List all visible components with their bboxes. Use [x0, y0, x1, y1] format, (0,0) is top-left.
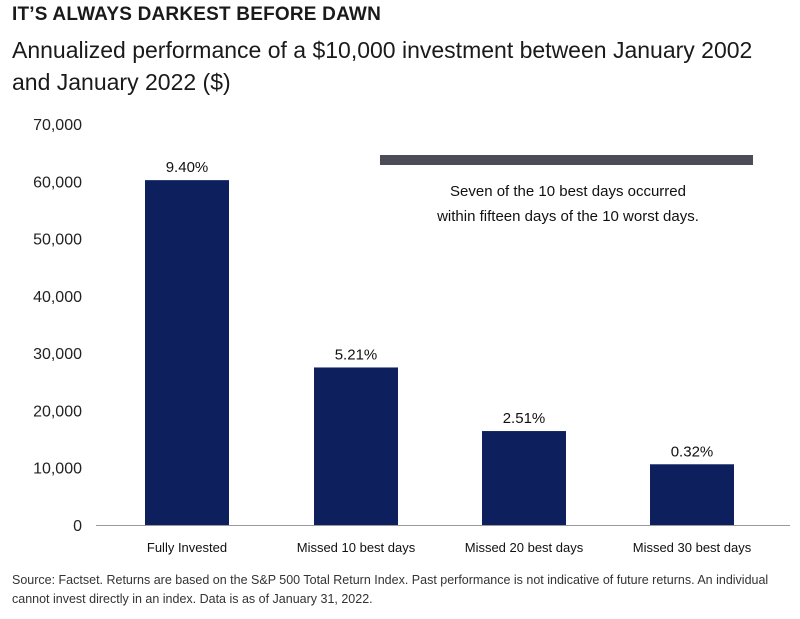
y-tick-label: 40,000	[33, 289, 82, 306]
y-tick-label: 10,000	[33, 461, 82, 478]
chart-title: Annualized performance of a $10,000 inve…	[12, 37, 753, 95]
y-tick-label: 50,000	[33, 232, 82, 249]
bar	[650, 464, 734, 525]
data-labels: 9.40% 5.21% 2.51% 0.32%	[166, 159, 714, 460]
category-label: Fully Invested	[147, 540, 227, 555]
annotation-box: Seven of the 10 best days occurred within…	[380, 155, 753, 225]
bar	[314, 367, 398, 525]
chart-kicker: IT’S ALWAYS DARKEST BEFORE DAWN	[12, 4, 381, 25]
y-tick-label: 70,000	[33, 117, 82, 134]
bars-group	[145, 180, 734, 525]
annotation-bar	[380, 155, 753, 165]
data-label: 0.32%	[671, 443, 714, 460]
source-note: Source: Factset. Returns are based on th…	[12, 573, 769, 606]
annotation-text: Seven of the 10 best days occurred	[450, 183, 686, 200]
category-label: Missed 30 best days	[633, 540, 752, 555]
y-tick-label: 30,000	[33, 346, 82, 363]
y-tick-label: 0	[73, 518, 82, 535]
annotation-text: within fifteen days of the 10 worst days…	[436, 208, 699, 225]
data-label: 5.21%	[335, 346, 378, 363]
category-label: Missed 20 best days	[465, 540, 584, 555]
data-label: 9.40%	[166, 159, 209, 176]
y-tick-label: 20,000	[33, 403, 82, 420]
bar	[482, 431, 566, 525]
category-labels: Fully Invested Missed 10 best days Missed …	[147, 540, 752, 555]
y-tick-label: 60,000	[33, 174, 82, 191]
data-label: 2.51%	[503, 410, 546, 427]
y-axis: 0 10,000 20,000 30,000 40,000 50,000 60,000 70,…	[33, 117, 82, 535]
bar	[145, 180, 229, 525]
category-label: Missed 10 best days	[297, 540, 416, 555]
